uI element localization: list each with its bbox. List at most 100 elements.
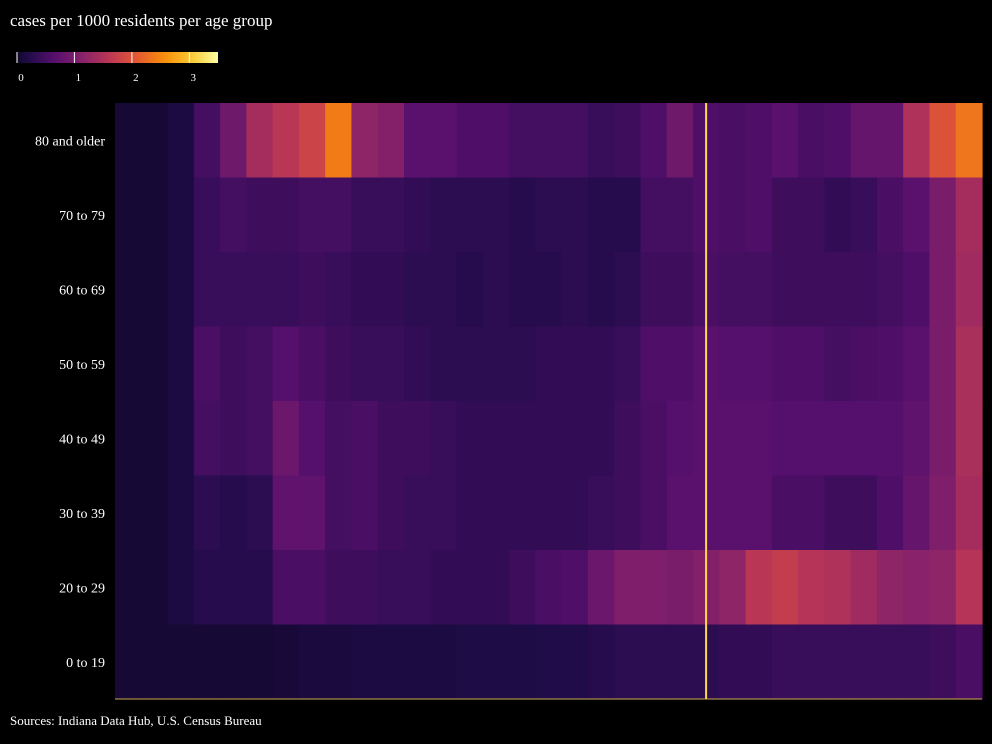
heatmap-cell — [850, 252, 878, 328]
row-label: 30 to 39 — [59, 507, 105, 522]
heatmap-cell — [115, 326, 142, 402]
heatmap-cell — [824, 475, 852, 551]
heatmap-cell — [482, 401, 510, 477]
heatmap-cell — [167, 252, 195, 328]
chart-source: Sources: Indiana Data Hub, U.S. Census B… — [10, 713, 262, 728]
heatmap-cell — [771, 624, 799, 700]
heatmap-cell — [325, 326, 353, 402]
heatmap-cell — [325, 103, 353, 179]
heatmap-cell — [666, 326, 694, 402]
heatmap-cell — [482, 550, 510, 626]
heatmap-cell — [456, 252, 484, 328]
heatmap-cell — [193, 475, 221, 551]
heatmap-cell — [404, 401, 431, 477]
heatmap-cell — [272, 401, 300, 477]
heatmap-cell — [115, 177, 142, 253]
heatmap-cell — [903, 103, 931, 179]
heatmap-cell — [377, 326, 405, 402]
heatmap-cell — [377, 475, 405, 551]
heatmap-cell — [404, 252, 431, 328]
row-label: 70 to 79 — [59, 209, 105, 224]
heatmap-cell — [587, 475, 615, 551]
heatmap-cell — [193, 401, 221, 477]
heatmap-cell — [115, 475, 142, 551]
heatmap-cell — [377, 550, 405, 626]
heatmap-cell — [351, 326, 379, 402]
heatmap-cell — [220, 401, 247, 477]
heatmap-cell — [640, 252, 668, 328]
heatmap-cell — [509, 624, 536, 700]
heatmap-cell — [614, 401, 642, 477]
heatmap-cell — [771, 401, 799, 477]
heatmap-cell — [482, 475, 510, 551]
heatmap-cell — [876, 177, 904, 253]
heatmap-cell — [220, 103, 247, 179]
heatmap-cell — [771, 103, 799, 179]
heatmap-cell — [167, 326, 195, 402]
heatmap-cell — [745, 401, 773, 477]
heatmap-cell — [430, 103, 458, 179]
heatmap-cell — [876, 326, 904, 402]
heatmap-cells — [115, 103, 983, 700]
heatmap-cell — [246, 103, 274, 179]
heatmap-cell — [666, 624, 694, 700]
heatmap-cell — [903, 401, 931, 477]
heatmap-cell — [298, 326, 326, 402]
heatmap-cell — [955, 550, 983, 626]
heatmap-cell — [351, 624, 379, 700]
heatmap-cell — [614, 326, 642, 402]
heatmap-cell — [640, 326, 668, 402]
heatmap-cell — [535, 252, 563, 328]
heatmap-cell — [771, 177, 799, 253]
heatmap-cell — [929, 103, 957, 179]
heatmap-cell — [351, 550, 379, 626]
heatmap-cell — [167, 103, 195, 179]
heatmap-cell — [798, 475, 825, 551]
row-label: 60 to 69 — [59, 283, 105, 298]
chart-title: cases per 1000 residents per age group — [10, 11, 273, 30]
row-label: 80 and older — [35, 134, 105, 149]
heatmap-cell — [509, 475, 536, 551]
heatmap-cell — [955, 401, 983, 477]
heatmap-cell — [824, 401, 852, 477]
heatmap-cell — [929, 624, 957, 700]
heatmap-cell — [587, 550, 615, 626]
heatmap-cell — [325, 475, 353, 551]
heatmap-cell — [115, 550, 142, 626]
heatmap-cell — [745, 550, 773, 626]
heatmap-cell — [535, 475, 563, 551]
heatmap-cell — [167, 177, 195, 253]
heatmap-cell — [771, 252, 799, 328]
heatmap-cell — [561, 550, 589, 626]
heatmap-cell — [509, 401, 536, 477]
heatmap-cell — [587, 624, 615, 700]
colorbar-tick-label: 2 — [133, 72, 139, 84]
heatmap-cell — [666, 177, 694, 253]
heatmap-cell — [666, 103, 694, 179]
heatmap-cell — [903, 475, 931, 551]
y-axis-labels: 80 and older 70 to 79 60 to 69 50 to 59 40 t… — [35, 134, 105, 670]
heatmap-cell — [141, 326, 169, 402]
heatmap-cell — [141, 401, 169, 477]
heatmap-cell — [824, 326, 852, 402]
heatmap-cell — [903, 252, 931, 328]
heatmap-cell — [141, 550, 169, 626]
heatmap-cell — [404, 177, 431, 253]
heatmap-cell — [719, 624, 747, 700]
colorbar-tick-label: 1 — [76, 72, 82, 84]
heatmap-cell — [298, 103, 326, 179]
heatmap-cell — [561, 624, 589, 700]
heatmap-cell — [456, 624, 484, 700]
heatmap-cell — [745, 177, 773, 253]
heatmap-cell — [298, 252, 326, 328]
heatmap-cell — [561, 252, 589, 328]
heatmap-cell — [325, 177, 353, 253]
heatmap-cell — [745, 252, 773, 328]
heatmap-cell — [640, 401, 668, 477]
heatmap-cell — [351, 177, 379, 253]
heatmap-cell — [377, 401, 405, 477]
heatmap-cell — [141, 103, 169, 179]
heatmap-cell — [614, 550, 642, 626]
heatmap-cell — [377, 177, 405, 253]
